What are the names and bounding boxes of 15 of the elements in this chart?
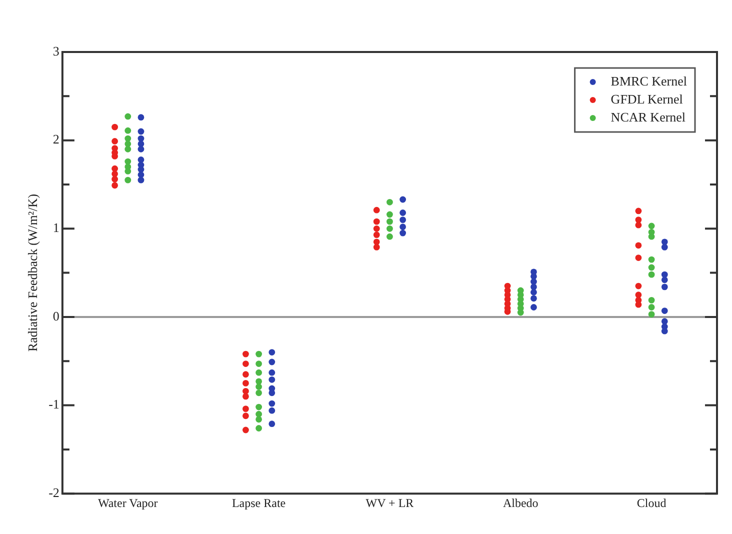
- y-axis-title: Radiative Feedback (W/m²/K): [25, 194, 40, 352]
- y-tick-label: -1: [48, 396, 60, 412]
- y-tick-label: 3: [52, 43, 60, 58]
- y-tick-label: 1: [52, 220, 60, 236]
- legend-label: GFDL Kernel: [610, 91, 684, 106]
- y-tick-label: 0: [52, 308, 60, 324]
- legend-label: BMRC Kernel: [610, 73, 688, 88]
- x-tick-label: WV + LR: [366, 496, 414, 510]
- y-tick-label: -2: [48, 485, 60, 500]
- x-tick-label: Lapse Rate: [232, 496, 286, 510]
- y-tick-label: 2: [52, 132, 60, 147]
- x-tick-label: Albedo: [502, 496, 538, 510]
- legend-label: NCAR Kernel: [610, 109, 686, 124]
- x-tick-label: Cloud: [636, 496, 666, 510]
- x-tick-label: Water Vapor: [98, 496, 158, 510]
